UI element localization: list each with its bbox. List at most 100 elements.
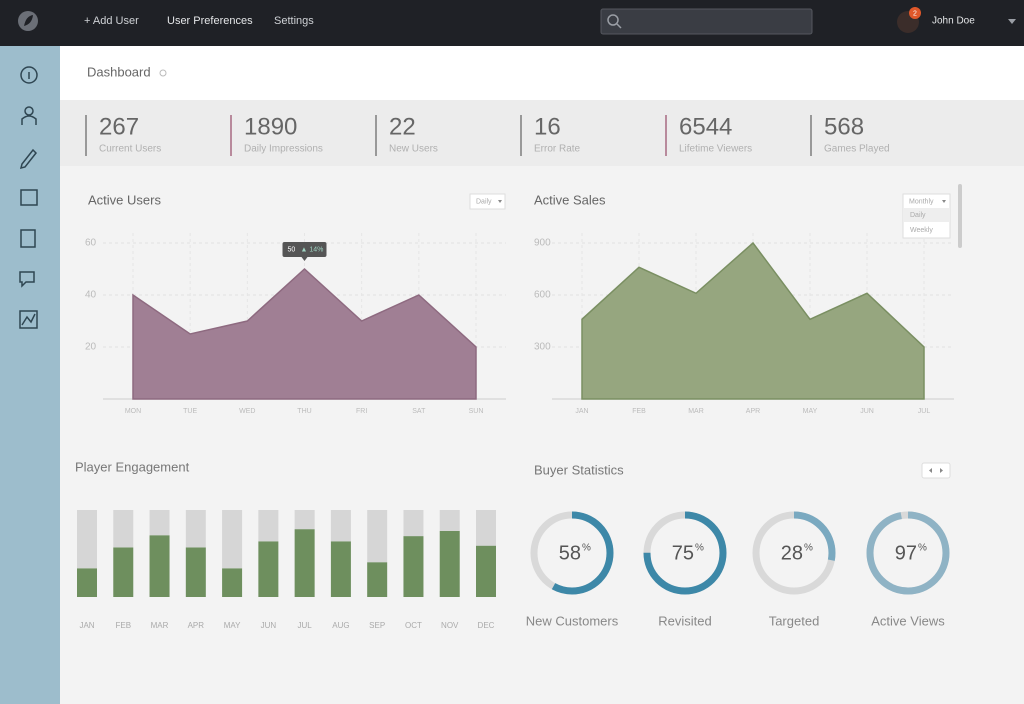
stat-value: 568 [824, 113, 864, 140]
donut-unit: % [918, 543, 927, 554]
donut-arc [752, 511, 836, 595]
settings-gear[interactable] [159, 69, 167, 77]
filter-label: Daily [476, 198, 492, 205]
bar-segment [185, 547, 206, 597]
bar-segment [222, 510, 243, 569]
calendar-icon[interactable] [20, 189, 38, 206]
y-tick-label: 60 [85, 238, 97, 249]
sidebar-icons [19, 66, 38, 329]
bar-segment [113, 547, 134, 597]
x-tick-label: APR [188, 621, 205, 630]
donut-arc [530, 511, 614, 595]
x-tick-label: JUN [860, 408, 874, 415]
user-icon[interactable] [24, 106, 34, 116]
x-tick-label: OCT [405, 621, 422, 630]
x-tick-label: SUN [469, 408, 484, 415]
x-tick-label: MAY [803, 408, 818, 415]
bar-segment [77, 510, 97, 569]
bar-segment [258, 510, 279, 542]
bar-segment [403, 536, 424, 597]
chart-title: Buyer Statistics [534, 462, 624, 477]
logo-leaf [24, 15, 33, 26]
filter-option-label: Daily [910, 212, 926, 219]
donut-arc [643, 511, 727, 595]
stat-label: Lifetime Viewers [679, 144, 752, 155]
x-tick-label: JAN [575, 408, 588, 415]
donut-label: New Customers [526, 613, 619, 628]
donut-arc [866, 511, 950, 595]
bar-segment [222, 568, 243, 597]
tooltip [282, 242, 327, 257]
user-name[interactable]: John Doe [932, 16, 975, 27]
x-tick-label: MAR [151, 621, 169, 630]
bar-segment [367, 562, 388, 597]
edit-icon[interactable] [19, 148, 38, 170]
chart-title: Player Engagement [75, 459, 190, 474]
pager-prev[interactable] [929, 468, 932, 473]
x-tick-label: JUN [261, 621, 277, 630]
notification-count: 2 [913, 10, 917, 17]
bar-segment [77, 568, 97, 597]
x-tick-label: FRI [356, 408, 367, 415]
notification-badge[interactable] [909, 7, 921, 19]
chart-title: Active Sales [534, 192, 606, 207]
x-tick-label: THU [297, 408, 311, 415]
donut-unit: % [695, 543, 704, 554]
x-tick-label: JUL [298, 621, 313, 630]
bar-segment [330, 541, 351, 597]
page-header [60, 46, 1024, 100]
filter-option[interactable] [904, 208, 949, 222]
search-box[interactable] [600, 8, 813, 35]
x-tick-label: MON [125, 408, 141, 415]
bar-segment [330, 510, 351, 542]
donut-label: Active Views [871, 613, 945, 628]
y-tick-label: 600 [534, 290, 551, 301]
nav-item[interactable]: Settings [274, 15, 314, 27]
stats-bar [60, 100, 1024, 166]
chat-icon[interactable] [19, 271, 35, 288]
x-tick-label: JUL [918, 408, 931, 415]
bar-segment [185, 510, 206, 548]
scrollbar [958, 184, 962, 248]
bar-segment [149, 535, 170, 597]
info-icon[interactable] [20, 66, 38, 84]
x-tick-label: JAN [79, 621, 94, 630]
filter-dropdown[interactable] [469, 193, 506, 210]
bar-segment [113, 510, 134, 548]
pager-next[interactable] [940, 468, 943, 473]
x-tick-label: SAT [412, 408, 426, 415]
bar-segment [403, 510, 424, 537]
tooltip-value: 50 [288, 246, 296, 253]
x-tick-label: FEB [632, 408, 646, 415]
area [132, 267, 477, 400]
y-tick-label: 900 [534, 238, 551, 249]
x-tick-label: WED [239, 408, 255, 415]
user-caret[interactable] [1008, 19, 1016, 24]
stat-value: 22 [389, 113, 416, 140]
y-tick-label: 40 [85, 290, 97, 301]
donut-unit: % [804, 543, 813, 554]
donut-value: 97 [895, 542, 917, 564]
document-icon[interactable] [20, 229, 36, 248]
bar-segment [258, 541, 279, 597]
donut-label: Revisited [658, 613, 711, 628]
filter-option-label: Weekly [910, 227, 933, 234]
nav-item[interactable]: User Preferences [167, 15, 253, 27]
stat-label: Daily Impressions [244, 144, 323, 155]
user-icon-body [21, 115, 37, 125]
search-icon [607, 14, 619, 26]
pager[interactable] [921, 462, 951, 479]
x-tick-label: APR [746, 408, 760, 415]
stat-label: Error Rate [534, 144, 581, 155]
filter-option[interactable] [904, 223, 949, 237]
bar-segment [294, 529, 315, 597]
x-tick-label: DEC [478, 621, 495, 630]
stat-value: 1890 [244, 113, 297, 140]
chart-icon[interactable] [19, 310, 38, 329]
chart-icon-line [21, 313, 36, 326]
donut-value: 58 [559, 542, 581, 564]
x-tick-label: AUG [332, 621, 349, 630]
stat-label: Games Played [824, 144, 890, 155]
nav-item[interactable]: + Add User [84, 15, 139, 27]
page-title: Dashboard [87, 64, 151, 79]
